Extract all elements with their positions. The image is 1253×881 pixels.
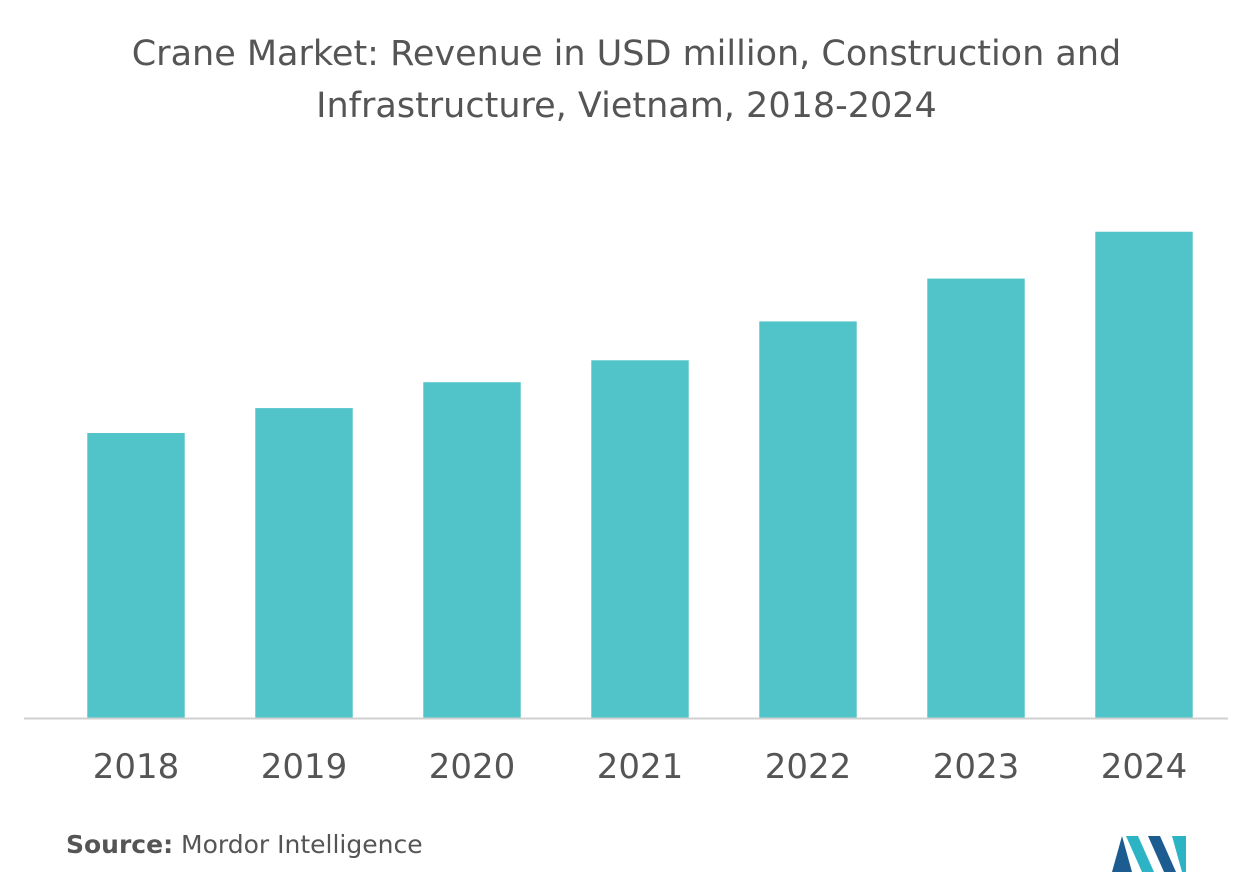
- bar-2020: [423, 382, 521, 718]
- bar-2023: [927, 278, 1025, 718]
- source-text: Mordor Intelligence: [181, 830, 423, 859]
- x-tick-label-2018: 2018: [93, 747, 180, 787]
- bar-2024: [1095, 231, 1193, 718]
- bar-2019: [255, 408, 353, 718]
- chart-title: Crane Market: Revenue in USD million, Co…: [131, 34, 1122, 126]
- x-tick-label-2019: 2019: [261, 747, 348, 787]
- mordor-intelligence-logo-icon: [1112, 836, 1186, 872]
- source-note: Source: Mordor Intelligence: [66, 830, 423, 859]
- bar-2022: [759, 321, 857, 718]
- bar-2018: [87, 433, 185, 718]
- x-tick-label-2021: 2021: [597, 747, 684, 787]
- logo-shape-middle: [1126, 836, 1154, 872]
- x-tick-label-2024: 2024: [1101, 747, 1188, 787]
- logo-shape-right: [1148, 836, 1176, 872]
- logo-shape-far-right: [1172, 836, 1186, 872]
- source-label: Source:: [66, 830, 174, 859]
- x-tick-label-2023: 2023: [933, 747, 1020, 787]
- x-tick-label-2020: 2020: [429, 747, 516, 787]
- bar-2021: [591, 360, 689, 718]
- bars-group: [87, 231, 1193, 718]
- x-tick-label-2022: 2022: [765, 747, 852, 787]
- logo-shape-left: [1112, 836, 1132, 872]
- x-tick-labels: 2018 2019 2020 2021 2022 2023 2024: [93, 747, 1188, 787]
